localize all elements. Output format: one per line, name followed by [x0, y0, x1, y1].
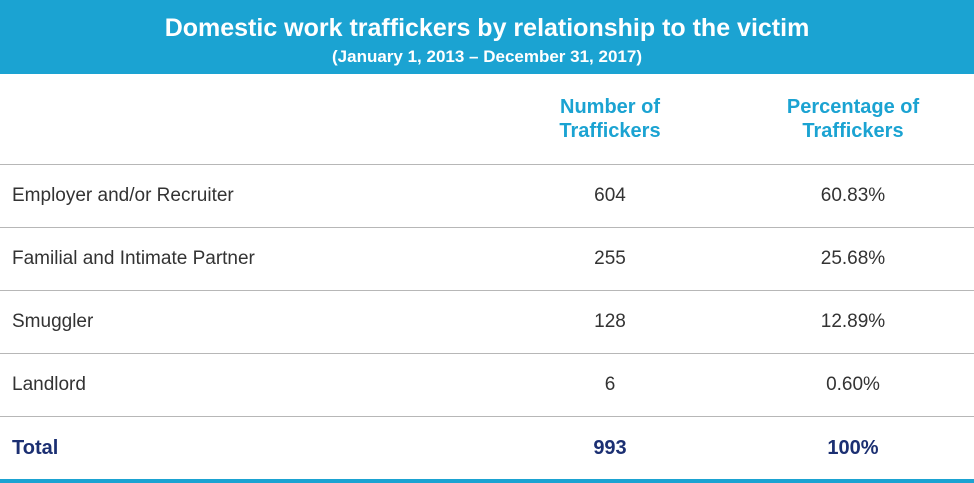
row-label: Employer and/or Recruiter — [0, 164, 488, 228]
row-label: Landlord — [0, 353, 488, 417]
total-row: Total 993 100% — [0, 416, 974, 483]
row-number: 6 — [488, 353, 732, 417]
total-label: Total — [0, 416, 488, 483]
chart-title: Domestic work traffickers by relationshi… — [164, 14, 810, 42]
header-percentage-of-traffickers: Percentage of Traffickers — [732, 74, 974, 165]
row-number: 255 — [488, 227, 732, 291]
table-row: Smuggler 128 12.89% — [0, 290, 974, 354]
table-header-row: Number of Traffickers Percentage of Traf… — [0, 74, 974, 165]
total-number: 993 — [488, 416, 732, 483]
table-row: Familial and Intimate Partner 255 25.68% — [0, 227, 974, 291]
row-percentage: 25.68% — [732, 227, 974, 291]
row-percentage: 12.89% — [732, 290, 974, 354]
row-number: 604 — [488, 164, 732, 228]
table-row: Employer and/or Recruiter 604 60.83% — [0, 164, 974, 228]
header-number-of-traffickers: Number of Traffickers — [488, 74, 732, 165]
chart-subtitle: (January 1, 2013 – December 31, 2017) — [332, 47, 642, 66]
row-label: Familial and Intimate Partner — [0, 227, 488, 291]
title-banner: Domestic work traffickers by relationshi… — [0, 0, 974, 74]
row-label: Smuggler — [0, 290, 488, 354]
table-row: Landlord 6 0.60% — [0, 353, 974, 417]
total-percentage: 100% — [732, 416, 974, 483]
row-percentage: 60.83% — [732, 164, 974, 228]
header-percentage-line-1: Percentage of — [786, 96, 920, 118]
header-label-column — [0, 74, 488, 165]
traffickers-table: Number of Traffickers Percentage of Traf… — [0, 74, 974, 483]
header-number-line-2: Traffickers — [559, 120, 661, 142]
header-percentage-line-2: Traffickers — [802, 120, 904, 142]
row-number: 128 — [488, 290, 732, 354]
header-number-line-1: Number of — [560, 96, 660, 118]
row-percentage: 0.60% — [732, 353, 974, 417]
